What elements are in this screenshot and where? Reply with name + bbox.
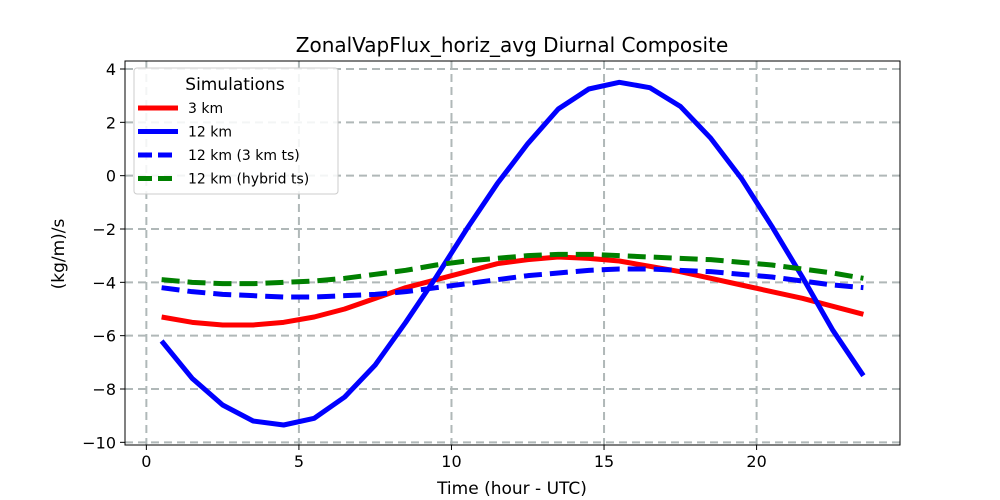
y-tick-label: −6 <box>92 327 116 346</box>
y-tick-label: −2 <box>92 220 116 239</box>
series-layer <box>159 79 866 428</box>
y-axis-label: (kg/m)/s <box>49 218 69 289</box>
series-line-1 <box>159 79 866 428</box>
x-tick-label: 20 <box>746 452 766 471</box>
legend-box <box>133 67 339 195</box>
legend-label-0: 3 km <box>188 101 223 117</box>
chart-title: ZonalVapFlux_horiz_avg Diurnal Composite <box>296 33 729 57</box>
x-tick-label: 0 <box>141 452 151 471</box>
series-line-3 <box>161 251 864 287</box>
series-line-0 <box>161 254 865 328</box>
y-tick-label: 0 <box>106 167 116 186</box>
y-tick-label: 2 <box>106 113 116 132</box>
y-tick-label: 4 <box>106 60 116 79</box>
series-line-2 <box>161 266 864 300</box>
y-tick-label: −4 <box>92 273 116 292</box>
legend-label-2: 12 km (3 km ts) <box>188 148 300 164</box>
legend-title: Simulations <box>185 75 285 95</box>
grid <box>125 61 900 445</box>
y-tick-label: −8 <box>92 380 116 399</box>
legend: Simulations 3 km 12 km 12 km (3 km ts) 12 km… <box>133 67 339 195</box>
legend-label-1: 12 km <box>188 125 232 141</box>
ticks: 0 5 10 15 20 −10 −8 −6 −4 −2 0 2 4 <box>82 60 767 471</box>
y-tick-label: −10 <box>82 433 116 452</box>
legend-label-3: 12 km (hybrid ts) <box>188 172 309 188</box>
x-tick-label: 15 <box>594 452 614 471</box>
x-tick-label: 10 <box>441 452 461 471</box>
x-tick-label: 5 <box>294 452 304 471</box>
x-axis-label: Time (hour - UTC) <box>436 479 587 499</box>
plot-frame <box>124 60 901 446</box>
